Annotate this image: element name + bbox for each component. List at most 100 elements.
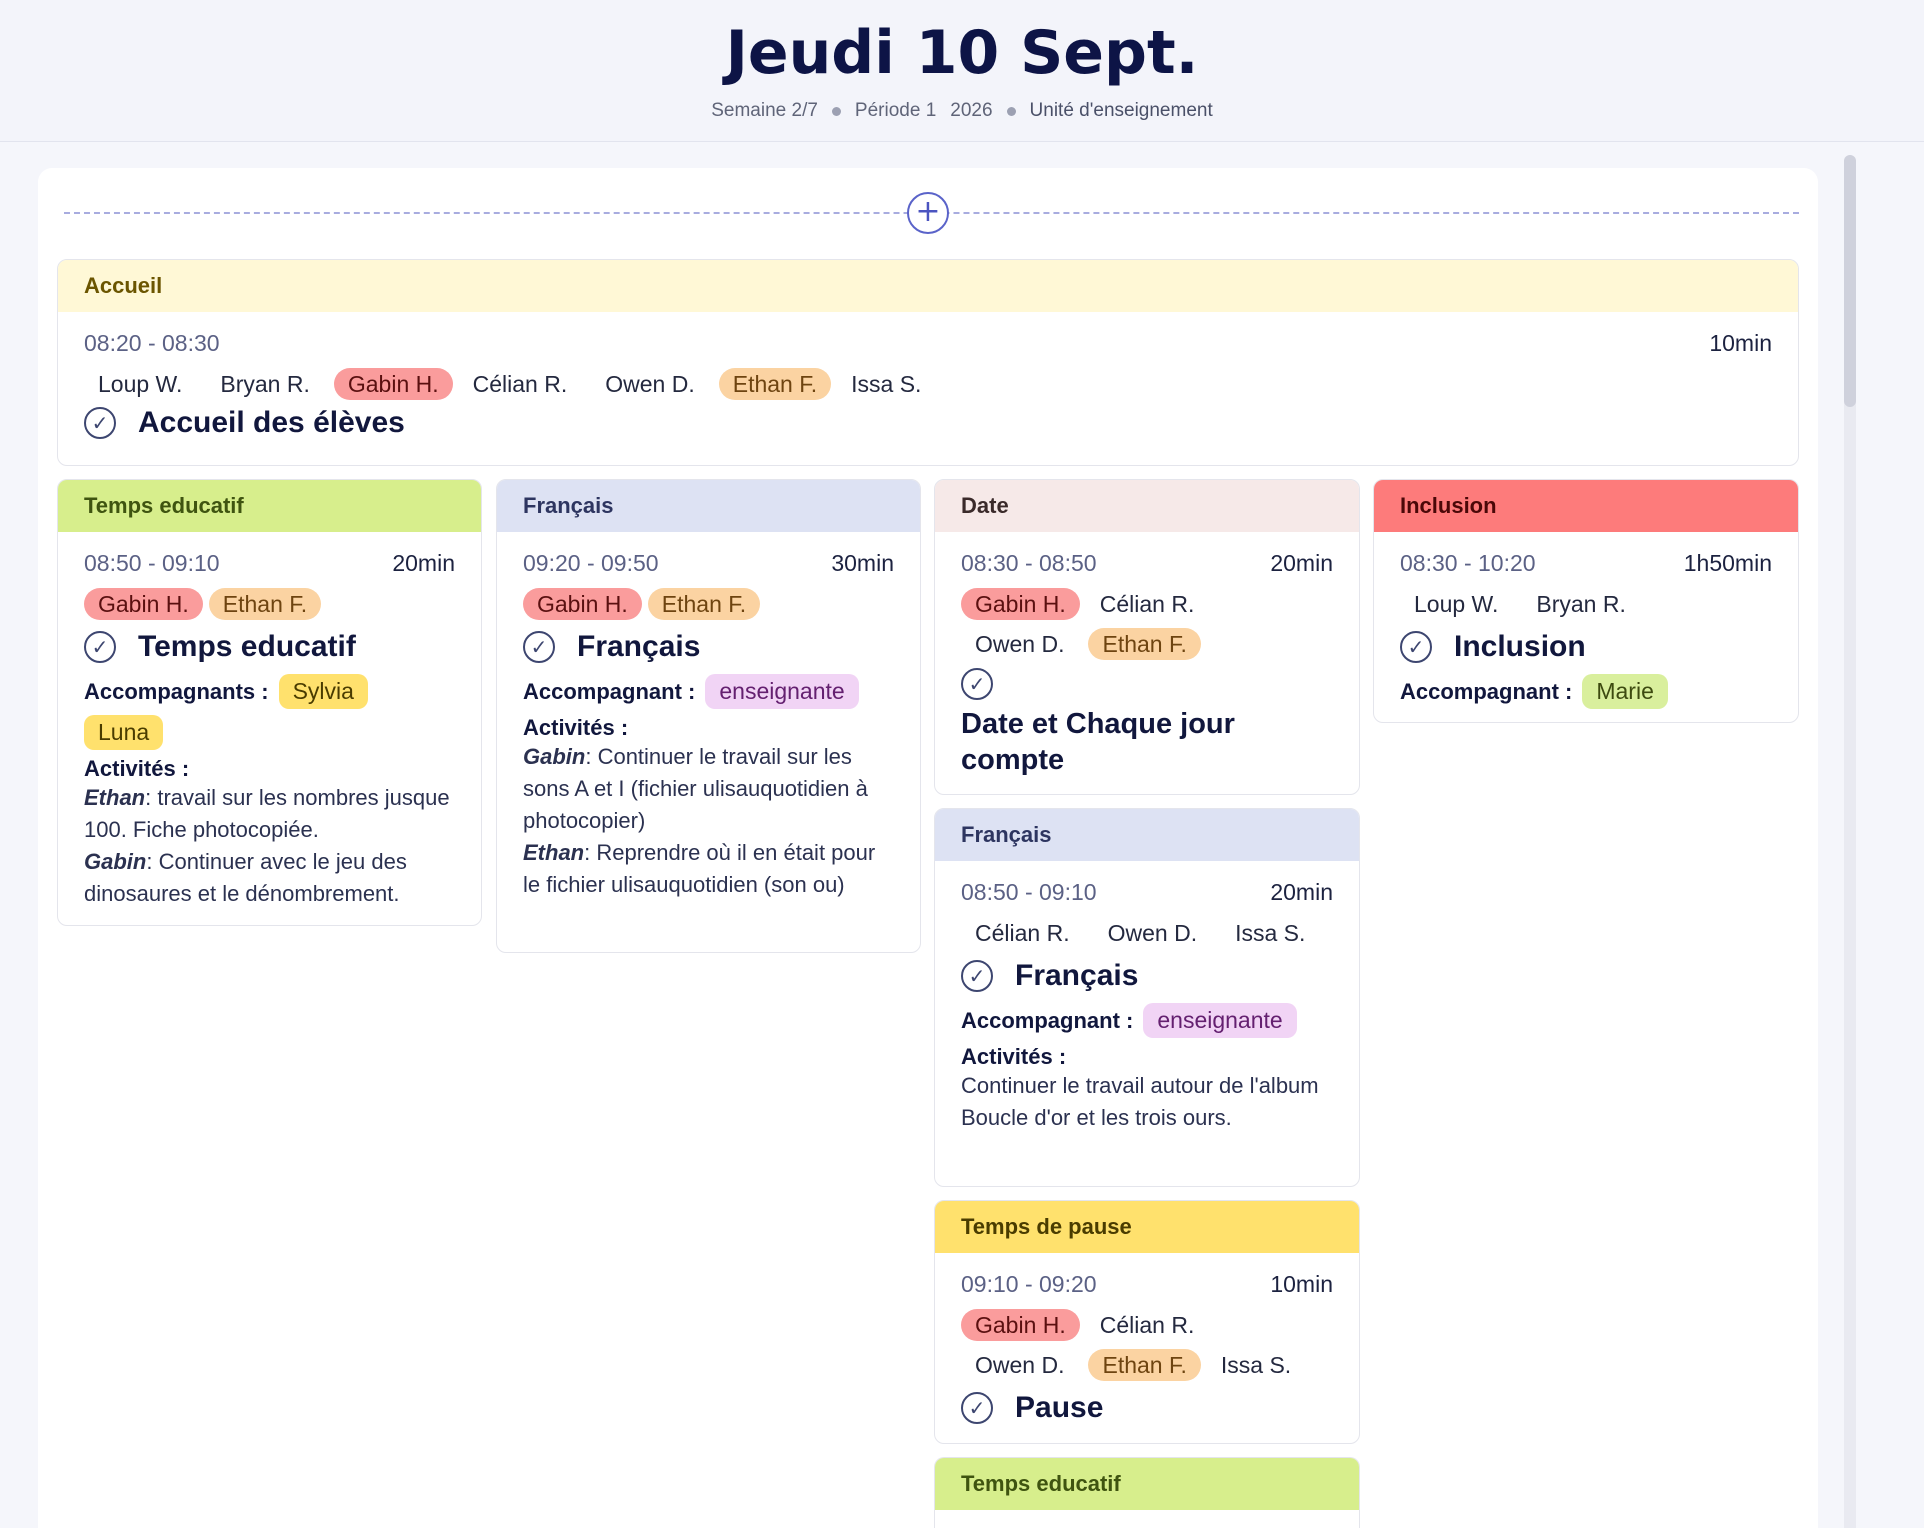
activity-text: Gabin: Continuer le travail sur les sons… [523, 741, 894, 837]
check-circle-icon[interactable]: ✓ [961, 960, 993, 992]
check-circle-icon[interactable]: ✓ [523, 631, 555, 663]
companion-tag[interactable]: Sylvia [278, 674, 368, 709]
page-header: Jeudi 10 Sept. Semaine 2/7 Période 1 202… [0, 0, 1924, 142]
scrollbar-thumb[interactable] [1844, 155, 1856, 407]
student-chip[interactable]: Gabin H. [333, 368, 453, 400]
category-label: Date [961, 493, 1009, 518]
activity-desc: : Continuer avec le jeu des dinosaures e… [84, 849, 407, 906]
student-chip[interactable]: Ethan F. [208, 588, 322, 620]
student-chip[interactable]: Loup W. [98, 371, 183, 397]
student-list: Loup W. Bryan R. Gabin H. Célian R. Owen… [84, 368, 1772, 400]
card-category: Temps educatif [935, 1458, 1359, 1510]
activity-desc: : Continuer le travail sur les sons A et… [523, 744, 868, 833]
student-chip[interactable]: Célian R. [1099, 591, 1195, 617]
card-category: Temps educatif [58, 480, 481, 532]
student-chip[interactable]: Gabin H. [961, 588, 1080, 620]
page-title: Jeudi 10 Sept. [725, 18, 1199, 88]
companion-label: Accompagnant : [961, 1007, 1134, 1033]
student-list: Gabin H. Ethan F. [523, 588, 894, 620]
companion-tag[interactable]: Luna [84, 715, 164, 750]
student-chip[interactable]: Gabin H. [523, 588, 642, 620]
category-label: Français [523, 493, 614, 518]
student-list: Gabin H. Ethan F. [84, 588, 455, 620]
check-circle-icon[interactable]: ✓ [84, 407, 116, 439]
student-list: Gabin H. Célian R. Owen D. Ethan F. Issa… [961, 1309, 1333, 1381]
activities-label: Activités : [961, 1044, 1067, 1069]
card-category: Date [935, 480, 1359, 532]
companion-tag[interactable]: Marie [1582, 674, 1668, 709]
student-chip[interactable]: Ethan F. [1088, 628, 1201, 660]
student-chip[interactable]: Issa S. [1235, 920, 1306, 946]
student-chip[interactable]: Ethan F. [718, 368, 832, 400]
unit-label[interactable]: Unité d'enseignement [1029, 100, 1213, 121]
student-chip[interactable]: Owen D. [1107, 920, 1198, 946]
student-chip[interactable]: Issa S. [1220, 1352, 1292, 1378]
schedule-card-date[interactable]: Date 08:30 - 08:50 20min Gabin H. Célian … [934, 479, 1360, 795]
check-circle-icon[interactable]: ✓ [961, 668, 993, 700]
student-chip[interactable]: Célian R. [975, 920, 1070, 946]
student-chip[interactable]: Bryan R. [220, 371, 310, 397]
student-list: Gabin H. Célian R. Owen D. Ethan F. [961, 588, 1333, 660]
year-label: 2026 [950, 100, 993, 121]
time-range: 09:10 - 09:20 [961, 1270, 1097, 1297]
activities-label: Activités : [523, 715, 629, 740]
category-label: Temps educatif [84, 493, 244, 518]
student-chip[interactable]: Gabin H. [961, 1309, 1080, 1341]
companion-tag[interactable]: enseignante [705, 674, 859, 709]
student-chip[interactable]: Célian R. [1099, 1312, 1195, 1338]
student-chip[interactable]: Ethan F. [1088, 1349, 1201, 1381]
student-chip[interactable]: Issa S. [851, 371, 922, 397]
student-chip[interactable]: Owen D. [975, 631, 1065, 657]
category-label: Inclusion [1400, 493, 1497, 518]
schedule-card-pause[interactable]: Temps de pause 09:10 - 09:20 10min Gabin … [934, 1200, 1360, 1444]
student-chip[interactable]: Owen D. [975, 1352, 1065, 1378]
card-category: Français [935, 809, 1359, 861]
companion-tag[interactable]: enseignante [1143, 1003, 1297, 1038]
time-range: 08:50 - 09:10 [961, 878, 1097, 905]
check-circle-icon[interactable]: ✓ [1400, 631, 1432, 663]
card-title: Français [577, 630, 701, 663]
activity-student: Ethan [84, 785, 146, 810]
duration: 1h50min [1683, 549, 1772, 576]
companion-label: Accompagnant : [1400, 678, 1573, 704]
time-range: 08:30 - 10:20 [1400, 549, 1536, 576]
time-range: 08:50 - 09:10 [84, 549, 220, 576]
activities-label: Activités : [84, 756, 190, 781]
student-chip[interactable]: Ethan F. [647, 588, 761, 620]
add-slot-button[interactable]: + [907, 192, 949, 234]
schedule-card-temps-educatif[interactable]: Temps educatif 08:50 - 09:10 20min Gabin … [57, 479, 482, 926]
duration: 10min [1709, 329, 1772, 356]
student-chip[interactable]: Loup W. [1414, 591, 1499, 617]
schedule-card-francais-2[interactable]: Français 08:50 - 09:10 20min Célian R. Ow… [934, 808, 1360, 1187]
activity-desc: : Reprendre où il en était pour le fichi… [523, 840, 876, 897]
duration: 30min [831, 549, 894, 576]
student-chip[interactable]: Célian R. [472, 371, 568, 397]
duration: 20min [392, 549, 455, 576]
scrollbar[interactable] [1844, 155, 1856, 1528]
plus-circle-icon: + [915, 194, 941, 229]
schedule-card-inclusion[interactable]: Inclusion 08:30 - 10:20 1h50min Loup W. B… [1373, 479, 1799, 723]
student-chip[interactable]: Gabin H. [84, 588, 203, 620]
category-label: Temps educatif [961, 1471, 1121, 1496]
time-range: 09:20 - 09:50 [523, 549, 659, 576]
companions-label: Accompagnants : [84, 678, 269, 704]
student-list: Célian R. Owen D. Issa S. [961, 917, 1333, 949]
card-category: Inclusion [1374, 480, 1798, 532]
page-subtitle: Semaine 2/7 Période 1 2026 Unité d'ensei… [0, 100, 1924, 122]
card-category: Temps de pause [935, 1201, 1359, 1253]
time-range: 08:30 - 08:50 [961, 549, 1097, 576]
schedule-card-accueil[interactable]: Accueil 08:20 - 08:30 10min Loup W. Bryan… [57, 259, 1799, 466]
check-circle-icon[interactable]: ✓ [84, 631, 116, 663]
activity-text: Continuer le travail autour de l'album B… [961, 1073, 1319, 1130]
category-label: Français [961, 822, 1052, 847]
schedule-card-francais[interactable]: Français 09:20 - 09:50 30min Gabin H. Eth… [496, 479, 921, 953]
student-chip[interactable]: Bryan R. [1536, 591, 1626, 617]
duration: 20min [1270, 549, 1333, 576]
check-circle-icon[interactable]: ✓ [961, 1392, 993, 1424]
time-range: 08:20 - 08:30 [84, 329, 220, 356]
duration: 10min [1270, 1270, 1333, 1297]
student-chip[interactable]: Owen D. [605, 371, 695, 397]
activity-student: Gabin [84, 849, 147, 874]
activity-student: Gabin [523, 744, 586, 769]
schedule-card-temps-educatif-2[interactable]: Temps educatif [934, 1457, 1360, 1528]
